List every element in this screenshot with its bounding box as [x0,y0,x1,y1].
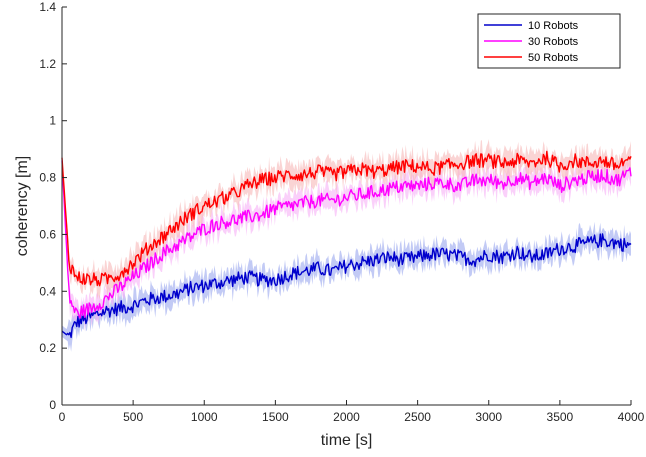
band-series-2 [62,153,631,332]
y-tick-label: 0.4 [39,284,56,298]
y-tick-label: 1.4 [39,0,56,14]
line-series-1 [61,233,632,339]
x-tick-label: 4000 [618,410,645,424]
x-tick-label: 3000 [475,410,502,424]
legend-label-2: 30 Robots [528,36,579,48]
x-tick-label: 3500 [547,410,574,424]
legend: 10 Robots 30 Robots 50 Robots [477,13,621,69]
band-series-1 [62,221,631,352]
line-series-3 [61,150,632,287]
tick-marks [61,6,632,406]
y-tick-label: 0.8 [39,171,56,185]
legend-label-1: 10 Robots [528,20,579,32]
x-tick-label: 2500 [404,410,431,424]
y-tick-label: 0.6 [39,227,56,241]
y-tick-label: 0.2 [39,341,56,355]
y-axis-label: coherency [m] [14,156,31,256]
x-tick-label: 0 [59,410,66,424]
x-tick-label: 500 [123,410,143,424]
legend-label-3: 50 Robots [528,52,579,64]
y-tick-label: 1 [49,114,56,128]
y-tick-label: 0 [49,398,56,412]
x-tick-label: 1000 [191,410,218,424]
line-series-2 [61,160,632,319]
x-tick-label: 1500 [262,410,289,424]
x-axis-label: time [s] [321,432,373,449]
series-lines [61,150,632,339]
y-tick-label: 1.2 [39,57,56,71]
x-tick-label: 2000 [333,410,360,424]
